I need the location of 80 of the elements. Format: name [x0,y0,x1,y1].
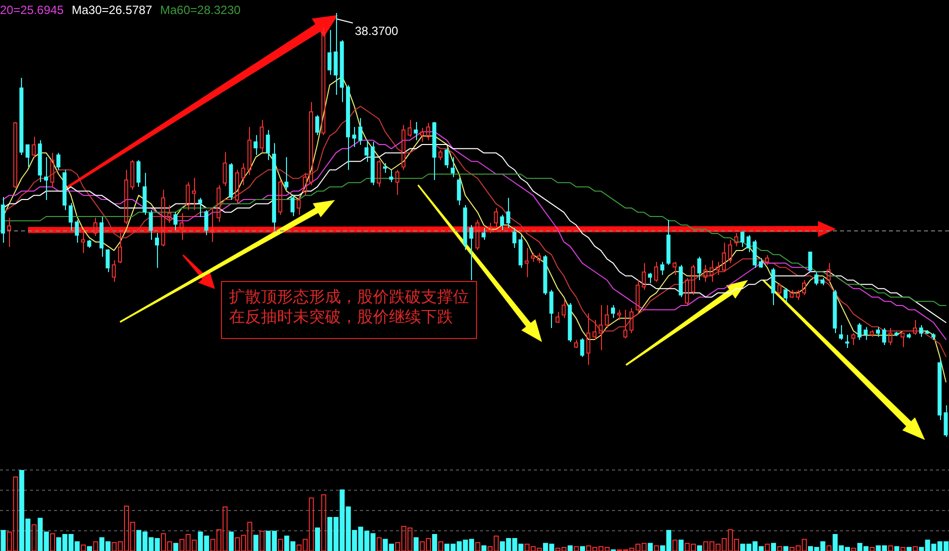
candlestick [0,196,5,244]
bar [87,546,92,551]
bar [672,540,678,551]
bar [894,546,900,551]
bar [678,540,684,551]
candlestick [38,140,42,183]
candlestick [154,232,159,268]
bar [376,537,382,551]
candlestick [210,206,214,242]
bar [0,530,6,551]
bar [481,545,486,551]
bar [654,545,659,551]
candlestick [716,261,720,276]
bar [888,545,894,551]
bar [574,546,579,551]
candlestick [414,121,418,141]
bar [870,546,875,551]
candlestick [296,196,301,216]
bar [475,542,480,551]
candlestick [7,217,12,248]
bar [851,548,856,551]
candlestick [266,130,270,161]
bar [50,533,56,551]
bar [32,524,37,551]
note-box: 扩散顶形态形成，股价跌破支撑位 在反抽时未突破，股价继续下跌 [221,281,477,339]
candlestick [334,13,338,96]
candlestick [358,118,362,146]
bar [321,494,326,551]
bar [278,538,284,551]
bar [228,532,234,551]
bar [764,544,770,551]
candlestick [524,247,529,278]
candlestick [382,162,387,174]
candlestick [586,312,590,366]
candlestick [192,177,196,211]
candlestick [254,134,258,156]
bar [912,546,918,551]
candlestick [364,140,368,162]
candlestick [50,152,54,188]
candlestick [112,260,116,282]
annotation: 扩散顶形态形成，股价跌破支撑位 [229,288,470,308]
candlestick [703,264,708,282]
bar [900,546,906,551]
candlestick [44,156,48,200]
bar [438,541,444,551]
text: 20=25.6945 [0,3,64,17]
candlestick [352,126,356,148]
bar [173,542,178,551]
bar [580,546,585,551]
candlestick [845,334,850,348]
bar [93,541,98,551]
bar [826,545,832,551]
bar [648,542,653,551]
bar [414,537,419,551]
candlestick [710,260,714,282]
bar [315,528,320,551]
candlestick [247,126,252,176]
candlestick [272,142,276,231]
annotation: 38.3700 [354,24,399,38]
bar [80,544,86,551]
bar [260,530,265,551]
candlestick [241,162,246,186]
candlestick [81,230,86,254]
bar [697,545,702,551]
bar [253,534,258,551]
text: Ma30=26.5787 [72,3,152,17]
bar [771,542,776,551]
candlestick [167,204,172,224]
candlestick [100,216,104,258]
candlestick [328,29,332,76]
annotation: 在反抽时未突破，股价继续下跌 [229,308,454,328]
bar [568,545,573,551]
text: Ma60=28.3230 [160,3,241,17]
bar [777,546,782,551]
bar [906,546,912,551]
candlestick [180,212,184,240]
candlestick [598,304,603,351]
bar [432,534,438,551]
bar [783,546,788,551]
candlestick [506,197,510,228]
